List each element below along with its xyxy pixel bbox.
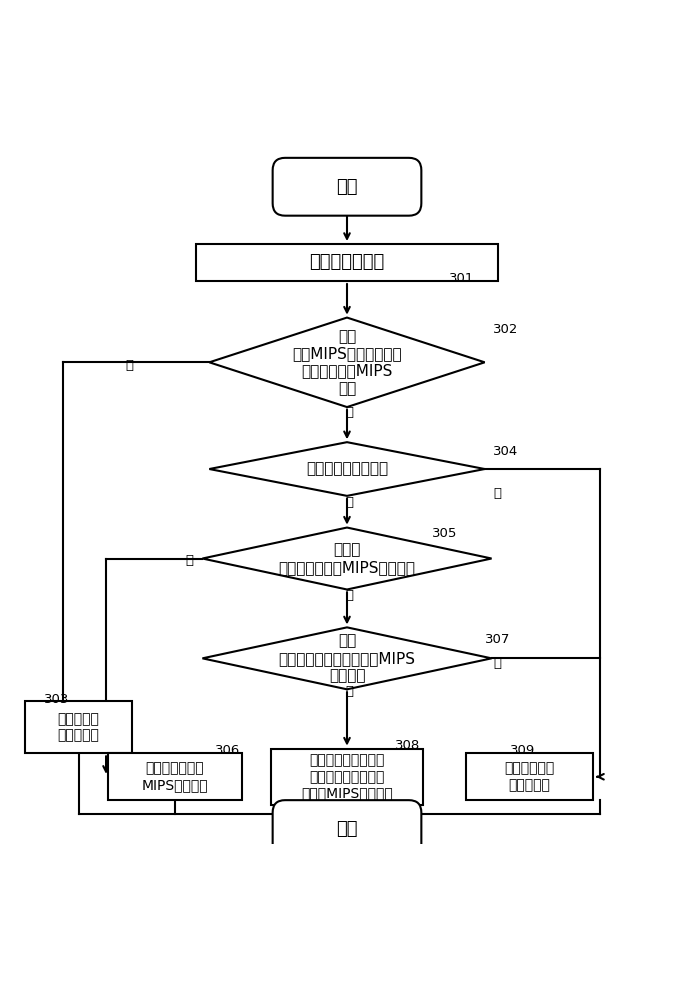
FancyBboxPatch shape [196, 244, 498, 281]
Text: 新任务以低一级
MIPS方式运行: 新任务以低一级 MIPS方式运行 [142, 762, 208, 792]
Text: 305: 305 [432, 527, 458, 540]
Text: 当前
系统MIPS裕量是否满足
新任务评估的MIPS
需求: 当前 系统MIPS裕量是否满足 新任务评估的MIPS 需求 [292, 329, 402, 396]
Text: 是: 是 [345, 496, 353, 509]
Text: 是: 是 [345, 685, 353, 698]
Text: 304: 304 [493, 445, 518, 458]
FancyBboxPatch shape [273, 800, 421, 858]
Text: 308: 308 [395, 739, 421, 752]
FancyBboxPatch shape [466, 753, 593, 800]
Polygon shape [203, 627, 491, 689]
FancyBboxPatch shape [25, 701, 132, 753]
Text: 303: 303 [44, 693, 69, 706]
Text: 新任务以运行需求运
行，调整已有任务至
低一级MIPS运行方式: 新任务以运行需求运 行，调整已有任务至 低一级MIPS运行方式 [301, 754, 393, 800]
Polygon shape [203, 528, 491, 589]
Text: 302: 302 [493, 323, 518, 336]
Text: 新任务以运
行需求运行: 新任务以运 行需求运行 [58, 712, 99, 742]
Text: 开始: 开始 [337, 178, 357, 196]
Text: 新任务延迟或
者终止需求: 新任务延迟或 者终止需求 [505, 762, 555, 792]
Text: 否: 否 [493, 657, 501, 670]
Text: 是: 是 [126, 359, 133, 372]
Text: 新任务
是否能以低一级MIPS方式运行: 新任务 是否能以低一级MIPS方式运行 [278, 542, 416, 575]
Text: 309: 309 [510, 744, 535, 757]
Text: 是: 是 [185, 554, 193, 567]
FancyBboxPatch shape [108, 753, 242, 800]
FancyBboxPatch shape [273, 158, 421, 216]
Text: 新任务运行需求: 新任务运行需求 [310, 253, 384, 271]
Text: 否: 否 [493, 487, 501, 500]
Text: 306: 306 [215, 744, 240, 757]
FancyBboxPatch shape [271, 749, 423, 805]
Text: 301: 301 [449, 272, 474, 285]
Text: 307: 307 [484, 633, 510, 646]
Text: 否: 否 [345, 589, 353, 602]
Polygon shape [210, 442, 484, 496]
Text: 新任务是否必须运行: 新任务是否必须运行 [306, 462, 388, 477]
Polygon shape [210, 318, 484, 407]
Text: 结束: 结束 [337, 820, 357, 838]
Text: 已有
任务是否能调整以低一级MIPS
方式运行: 已有 任务是否能调整以低一级MIPS 方式运行 [278, 633, 416, 683]
Text: 否: 否 [345, 406, 353, 419]
